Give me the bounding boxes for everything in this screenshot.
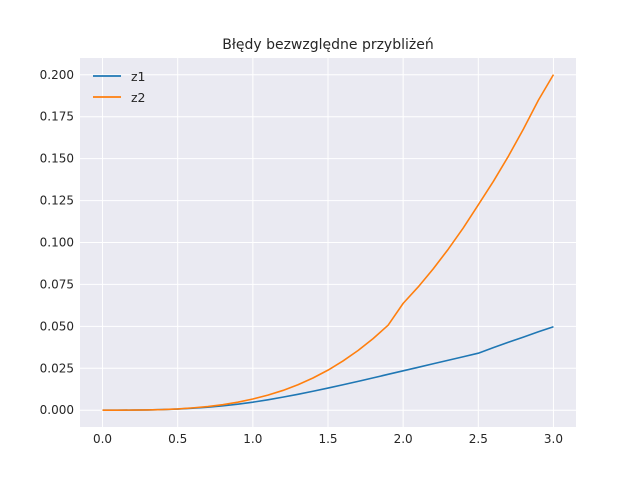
x-tick-label: 0.5 [168,432,187,446]
y-tick-label: 0.000 [40,403,74,417]
y-axis-ticks: 0.000 0.025 0.050 0.075 0.100 0.125 0.150 0.175… [40,68,74,417]
y-tick-label: 0.100 [40,236,74,250]
y-tick-label: 0.200 [40,68,74,82]
x-tick-label: 3.0 [544,432,563,446]
y-tick-label: 0.075 [40,277,74,291]
chart-title: Błędy bezwzględne przybliżeń [222,37,433,53]
series-line-z2 [102,74,555,412]
y-tick-label: 0.175 [40,110,74,124]
x-tick-label: 2.0 [394,432,413,446]
legend-label-z2: z2 [131,90,146,105]
y-tick-label: 0.150 [40,152,74,166]
y-tick-label: 0.125 [40,194,74,208]
x-tick-label: 1.5 [318,432,337,446]
x-axis-ticks: 0.0 0.5 1.0 1.5 2.0 2.5 3.0 [93,432,563,446]
x-tick-label: 2.5 [469,432,488,446]
y-tick-label: 0.025 [40,361,74,375]
legend-label-z1: z1 [131,69,146,84]
x-tick-label: 1.0 [243,432,262,446]
series-lines [102,74,555,412]
x-tick-label: 0.0 [93,432,112,446]
y-tick-label: 0.050 [40,319,74,333]
